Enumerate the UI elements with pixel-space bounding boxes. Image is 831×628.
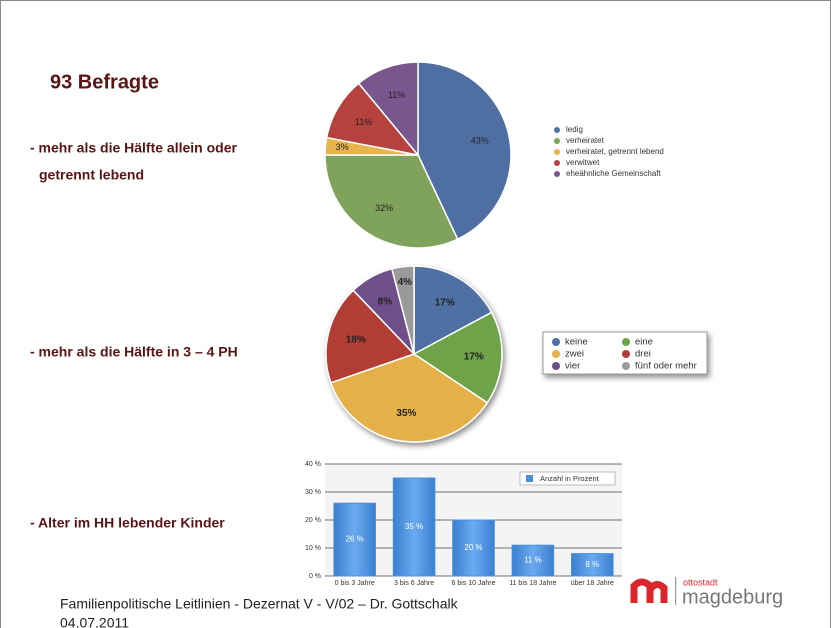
slice-label: 35%: [396, 408, 416, 419]
slice-label: 32%: [375, 203, 393, 213]
legend-label: Anzahl in Prozent: [540, 474, 600, 483]
legend-swatch: [622, 350, 630, 358]
footer: Familienpolitische Leitlinien - Dezernat…: [60, 596, 459, 612]
y-tick-label: 0 %: [309, 573, 321, 580]
bullet: - mehr als die Hälfte allein oder: [30, 140, 238, 156]
y-tick-label: 10 %: [305, 545, 321, 552]
slice-label: 43%: [471, 136, 489, 146]
legend-swatch: [622, 362, 630, 370]
legend-label: drei: [635, 349, 651, 360]
legend-swatch: [552, 338, 560, 346]
logo: ottostadt magdeburg: [630, 577, 783, 608]
y-tick-label: 20 %: [305, 517, 321, 524]
bar: [392, 477, 436, 577]
pie-slice: [413, 265, 493, 356]
logo-icon: [630, 578, 668, 603]
legend-box: [519, 471, 616, 486]
slice-label: 11%: [355, 117, 372, 127]
x-tick-label: 6 bis 10 Jahre: [452, 580, 496, 587]
x-tick-label: 3 bis 6 Jahre: [394, 580, 434, 587]
bar: [452, 519, 495, 577]
date: 04.07.2011: [60, 615, 129, 628]
pie-slice: [357, 61, 419, 158]
slice-label: 11%: [388, 90, 405, 100]
slice-label: 4%: [398, 277, 413, 288]
slice-label: 17%: [464, 351, 484, 362]
legend-label: verheiratet, getrennt lebend: [566, 147, 664, 156]
legend-swatch: [552, 350, 560, 358]
legend-swatch: [554, 171, 560, 177]
pie-slice: [417, 61, 512, 241]
x-tick-label: 0 bis 3 Jahre: [335, 580, 375, 587]
logo-divider: [675, 577, 677, 605]
slice-label: 8%: [378, 296, 393, 307]
pie-slice: [390, 265, 415, 355]
slice-label: 18%: [346, 335, 366, 346]
slice-label: 3%: [336, 142, 349, 152]
legend-swatch: [554, 149, 560, 155]
legend-swatch: [554, 160, 560, 166]
y-tick-label: 30 %: [305, 489, 321, 496]
legend-swatch: [554, 138, 560, 144]
pie-slice: [329, 353, 489, 443]
x-tick-label: 11 bis 18 Jahre: [509, 580, 556, 587]
bar: [511, 544, 555, 577]
bar-value-label: 35 %: [405, 522, 423, 531]
pie-slice: [325, 289, 416, 384]
pie: [324, 61, 512, 249]
legend-label: verwitwet: [566, 158, 600, 167]
bar-value-label: 11 %: [524, 556, 542, 565]
pie: [325, 265, 503, 443]
logo-small: ottostadt: [683, 577, 718, 587]
legend-label: eine: [635, 337, 653, 348]
y-tick-label: 40 %: [305, 461, 321, 468]
pie-slice: [324, 154, 459, 249]
legend-swatch: [622, 338, 630, 346]
bar-value-label: 8 %: [585, 560, 599, 569]
legend-swatch: [554, 127, 560, 133]
slide-title: 93 Befragte: [50, 71, 159, 93]
bar: [571, 553, 614, 577]
logo-big: magdeburg: [682, 586, 783, 608]
legend-label: zwei: [565, 349, 584, 360]
pie-slice: [412, 311, 503, 404]
legend-label: vier: [565, 361, 580, 372]
legend-swatch: [552, 362, 560, 370]
legend-swatch: [526, 475, 533, 482]
legend-label: eheähnliche Gemeinschaft: [566, 169, 662, 178]
legend-label: keine: [565, 337, 588, 348]
bar: [333, 502, 376, 577]
bar-value-label: 20 %: [464, 543, 482, 552]
legend-label: verheiratet: [566, 136, 605, 145]
slice-label: 17%: [435, 297, 455, 308]
bullet: - Alter im HH lebender Kinder: [30, 515, 225, 531]
legend-label: ledig: [566, 125, 583, 134]
x-tick-label: über 18 Jahre: [571, 580, 614, 587]
bar-value-label: 26 %: [346, 535, 364, 544]
legend-label: fünf oder mehr: [635, 361, 697, 372]
bullet: - mehr als die Hälfte in 3 – 4 PH: [30, 344, 238, 360]
bullet: getrennt lebend: [39, 167, 144, 183]
